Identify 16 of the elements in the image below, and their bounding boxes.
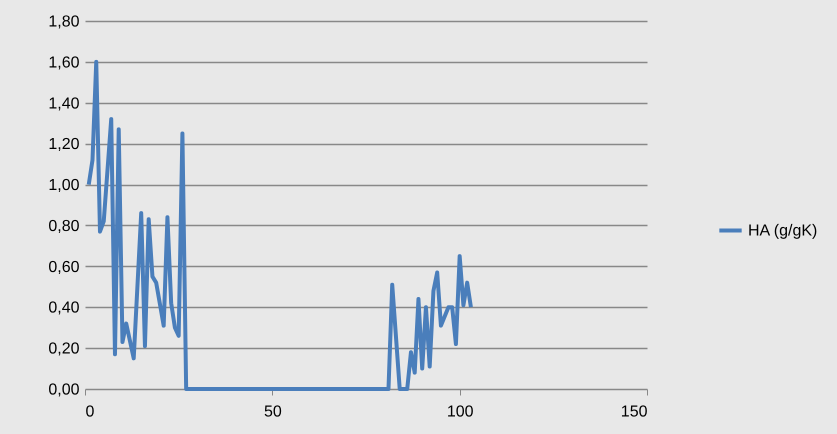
y-tick-label: 1,00 xyxy=(48,177,80,194)
y-tick-label: 0,00 xyxy=(48,382,80,398)
y-tick-label: 1,40 xyxy=(48,95,80,112)
line-series xyxy=(86,60,473,391)
x-tick-label: 50 xyxy=(264,404,282,420)
y-tick-label: 1,20 xyxy=(48,136,80,154)
legend-label: HA (g/gK) xyxy=(748,222,818,240)
y-tick-label: 0,40 xyxy=(48,300,80,317)
y-tick-label: 1,60 xyxy=(48,54,80,72)
y-tick-label: 0,80 xyxy=(48,218,80,235)
y-tick-label: 1,80 xyxy=(48,14,80,30)
x-tick-label: 150 xyxy=(620,404,648,420)
y-tick-label: 0,20 xyxy=(48,340,80,358)
x-tick-label: 0 xyxy=(86,404,94,420)
x-tick-label: 100 xyxy=(446,404,474,420)
y-tick-label: 0,60 xyxy=(48,258,80,276)
